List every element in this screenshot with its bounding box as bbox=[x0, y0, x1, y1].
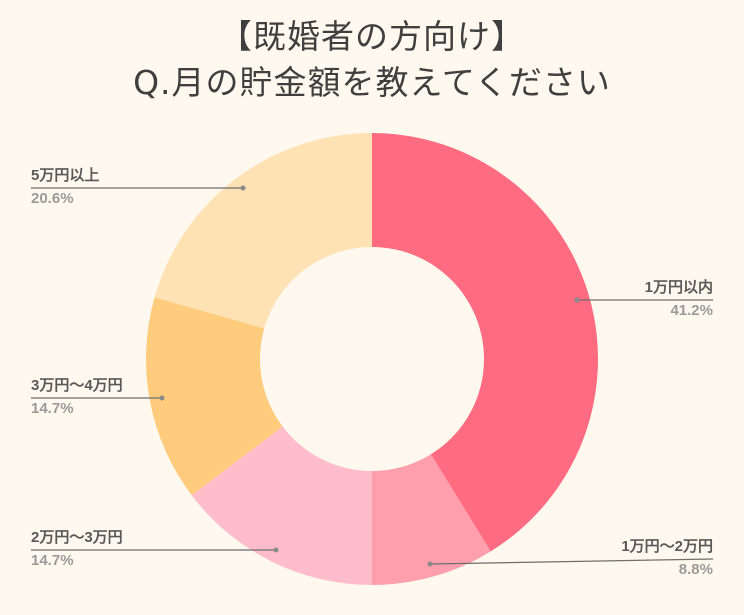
label-5man-ijou: 5万円以上 20.6% bbox=[31, 166, 99, 209]
label-3-4man: 3万円〜4万円 14.7% bbox=[31, 376, 123, 419]
label-name: 2万円〜3万円 bbox=[31, 529, 123, 546]
chart-title: 【既婚者の方向け】 Q.月の貯金額を教えてください bbox=[0, 14, 744, 106]
label-1-2man: 1万円〜2万円 8.8% bbox=[621, 537, 713, 580]
label-percent: 8.8% bbox=[678, 561, 713, 578]
leader-dot-1man-inai bbox=[574, 297, 580, 303]
chart-title-line2: Q.月の貯金額を教えてください bbox=[133, 63, 611, 102]
donut-hole bbox=[260, 247, 484, 471]
label-2-3man: 2万円〜3万円 14.7% bbox=[31, 528, 123, 571]
leader-lines bbox=[31, 185, 714, 567]
leader-dot-1-2man bbox=[427, 561, 433, 567]
label-name: 1万円以内 bbox=[644, 279, 713, 296]
chart-title-line1: 【既婚者の方向け】 bbox=[219, 17, 525, 56]
label-name: 1万円〜2万円 bbox=[621, 538, 713, 555]
leader-dot-5man-ijou bbox=[240, 185, 246, 191]
label-name: 5万円以上 bbox=[31, 167, 100, 184]
label-percent: 20.6% bbox=[31, 190, 74, 207]
label-name: 3万円〜4万円 bbox=[31, 377, 123, 394]
leader-line-1-2man bbox=[429, 558, 714, 565]
label-percent: 14.7% bbox=[31, 552, 74, 569]
leader-dot-3-4man bbox=[159, 395, 165, 401]
label-percent: 41.2% bbox=[670, 302, 713, 319]
label-percent: 14.7% bbox=[31, 400, 74, 417]
leader-dot-2-3man bbox=[273, 547, 279, 553]
label-1man-inai: 1万円以内 41.2% bbox=[645, 278, 713, 321]
